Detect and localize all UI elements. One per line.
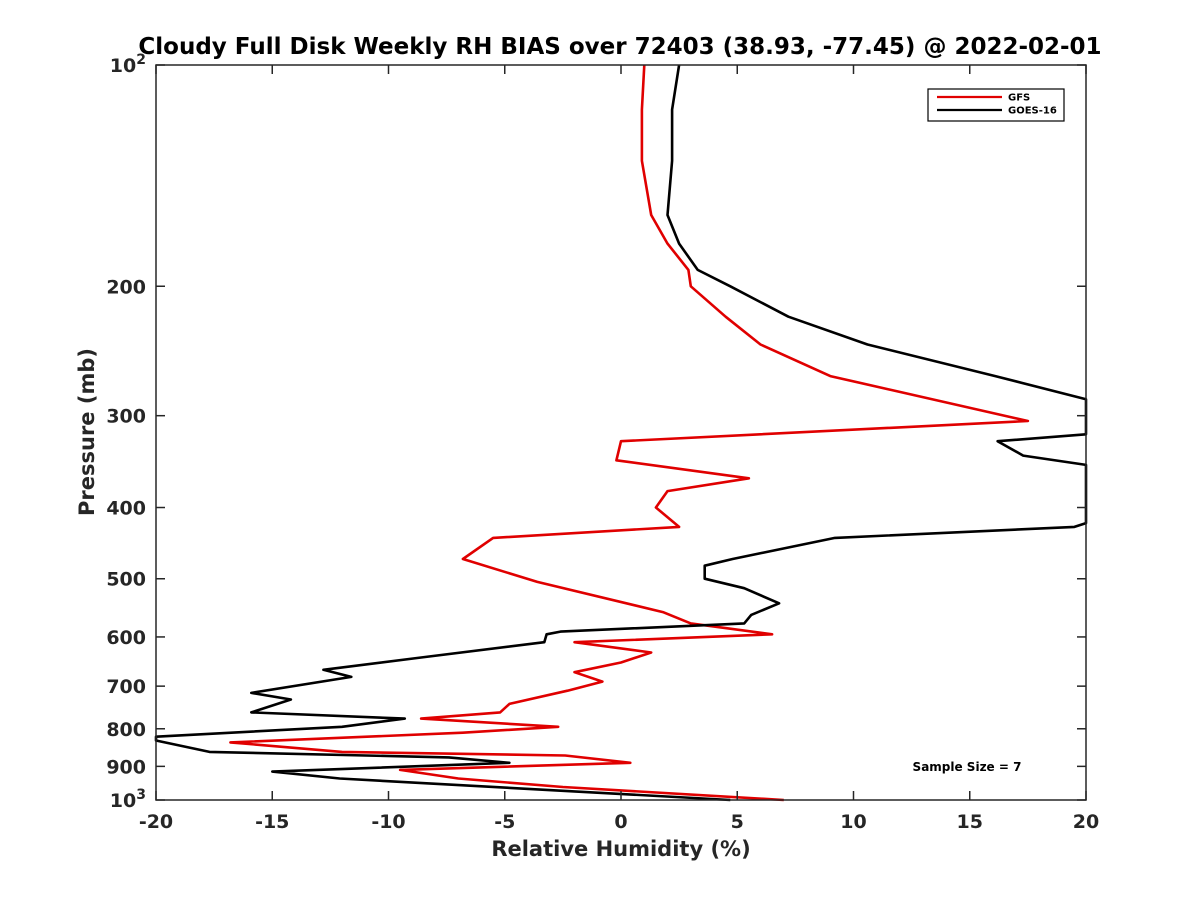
- y-tick-label: 500: [106, 569, 146, 591]
- sample-size-annotation: Sample Size = 7: [913, 760, 1022, 774]
- x-tick-label: 20: [1073, 811, 1099, 833]
- y-tick-label: 700: [106, 676, 146, 698]
- x-tick-label: 10: [840, 811, 866, 833]
- y-tick-label: 300: [106, 406, 146, 428]
- x-tick-label: -10: [371, 811, 405, 833]
- x-axis-label: Relative Humidity (%): [491, 837, 750, 861]
- plot-frame: [155, 64, 1087, 801]
- x-tick-label: -5: [494, 811, 515, 833]
- x-tick-label: 15: [957, 811, 983, 833]
- legend-box: [927, 88, 1065, 122]
- y-tick-label: 400: [106, 498, 146, 520]
- legend-label-gfs: GFS: [1008, 93, 1030, 104]
- x-tick-label: 0: [614, 811, 627, 833]
- y-tick-label: 900: [106, 756, 146, 778]
- legend-label-goes-16: GOES-16: [1008, 106, 1057, 117]
- series-line-goes-16: [154, 64, 1088, 802]
- chart-title: Cloudy Full Disk Weekly RH BIAS over 724…: [138, 34, 1101, 60]
- x-axis: -20 -15 -10 -5 0 5 10 15 20: [139, 65, 1099, 833]
- y-axis-label: Pressure (mb): [75, 348, 99, 516]
- plot-area: -20 -15 -10 -5 0 5 10 15 20 102 200 300 400 500 600 70…: [106, 52, 1099, 833]
- x-tick-label: -20: [139, 811, 173, 833]
- y-tick-label: 600: [106, 627, 146, 649]
- y-tick-label: 800: [106, 719, 146, 741]
- x-tick-label: 5: [731, 811, 744, 833]
- legend: GFS GOES-16: [927, 88, 1065, 122]
- series-layer: [154, 64, 1088, 802]
- x-tick-label: -15: [255, 811, 289, 833]
- y-axis: 102 200 300 400 500 600 700 800 900 103: [106, 52, 1086, 812]
- series-line-gfs: [229, 64, 1030, 802]
- y-tick-label: 103: [110, 787, 146, 812]
- y-tick-label: 200: [106, 276, 146, 298]
- y-tick-label: 102: [110, 52, 146, 77]
